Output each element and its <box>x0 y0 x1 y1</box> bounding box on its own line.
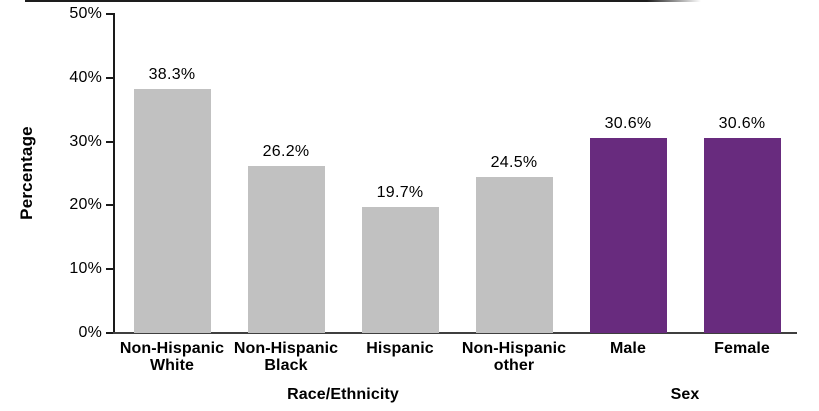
x-category-label-line: White <box>149 357 195 374</box>
x-category-label: Male <box>558 340 698 357</box>
x-category-label-line: Non-Hispanic <box>461 340 567 357</box>
x-category-label-line: Hispanic <box>366 340 434 357</box>
top-border-line <box>25 0 701 2</box>
x-category-label: Hispanic <box>330 340 470 357</box>
bar-value-label: 30.6% <box>604 114 652 132</box>
x-category-label-line: Male <box>610 340 646 357</box>
y-tick-label: 50% <box>69 5 102 22</box>
bar <box>703 137 781 333</box>
x-category-label-line: Black <box>264 357 308 374</box>
x-category-label: Non-Hispanic Black <box>216 340 356 374</box>
bar-value-label: 19.7% <box>376 184 424 202</box>
bar-value-label: 30.6% <box>718 114 766 132</box>
y-tick-mark <box>106 268 113 271</box>
y-tick-label: 40% <box>69 68 102 86</box>
bar <box>361 207 439 333</box>
x-group-label: Sex <box>670 386 700 403</box>
bar <box>133 88 211 333</box>
x-category-label-line: Non-Hispanic <box>119 340 225 357</box>
x-category-label-line: Female <box>714 340 770 357</box>
y-tick-mark <box>106 76 113 79</box>
y-axis-line <box>113 13 115 334</box>
x-group-label: Race/Ethnicity <box>287 386 399 403</box>
x-category-label-line: Non-Hispanic <box>233 340 339 357</box>
bar <box>589 137 667 333</box>
x-category-label: Female <box>672 340 812 357</box>
y-axis-title: Percentage <box>17 126 36 220</box>
x-axis-line <box>113 332 797 334</box>
x-category-label-line: other <box>493 357 535 374</box>
bar <box>247 165 325 333</box>
y-tick-label: 10% <box>69 260 102 278</box>
bar <box>475 176 553 333</box>
bar-value-label: 38.3% <box>148 65 196 83</box>
y-tick-mark <box>106 204 113 207</box>
bar-value-label: 26.2% <box>262 142 310 160</box>
y-tick-label: 30% <box>69 132 102 150</box>
y-tick-mark <box>106 13 113 15</box>
y-tick-label: 0% <box>78 324 102 341</box>
x-category-label: Non-Hispanic White <box>102 340 242 374</box>
y-tick-mark <box>106 332 113 334</box>
bar-value-label: 24.5% <box>490 153 538 171</box>
y-tick-label: 20% <box>69 196 102 214</box>
x-category-label: Non-Hispanic other <box>444 340 584 374</box>
y-tick-mark <box>106 140 113 143</box>
